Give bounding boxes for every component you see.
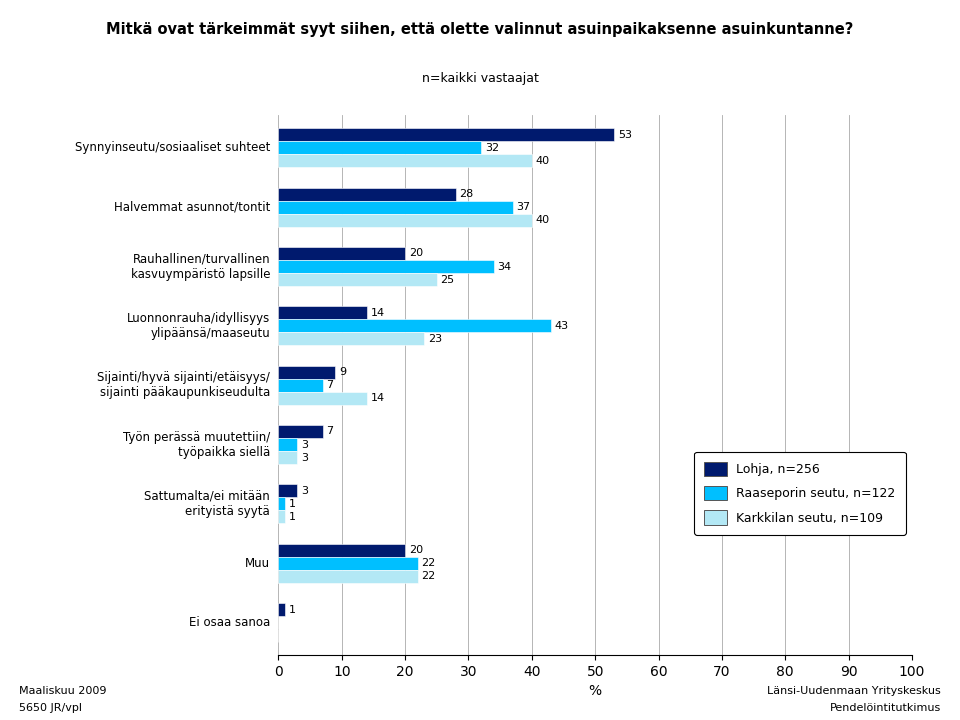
Bar <box>278 141 481 154</box>
Text: 20: 20 <box>409 545 423 555</box>
Bar <box>278 392 367 405</box>
Text: 40: 40 <box>536 215 550 225</box>
X-axis label: %: % <box>588 685 602 698</box>
Bar <box>278 557 418 570</box>
Text: Länsi-Uudenmaan Yrityskeskus: Länsi-Uudenmaan Yrityskeskus <box>767 686 941 696</box>
Text: 1: 1 <box>289 499 296 509</box>
Bar <box>278 188 456 201</box>
Text: 43: 43 <box>555 321 568 331</box>
Legend: Lohja, n=256, Raaseporin seutu, n=122, Karkkilan seutu, n=109: Lohja, n=256, Raaseporin seutu, n=122, K… <box>694 451 905 535</box>
Text: 3: 3 <box>301 453 308 462</box>
Text: 3: 3 <box>301 486 308 496</box>
Bar <box>278 366 335 379</box>
Bar <box>278 510 285 523</box>
Text: 53: 53 <box>618 130 632 140</box>
Bar <box>278 451 298 464</box>
Bar <box>278 214 532 227</box>
Bar <box>278 306 367 320</box>
Bar <box>278 544 405 557</box>
Text: Mitkä ovat tärkeimmät syyt siihen, että olette valinnut asuinpaikaksenne asuinku: Mitkä ovat tärkeimmät syyt siihen, että … <box>107 22 853 37</box>
Text: 20: 20 <box>409 248 423 258</box>
Bar <box>278 260 493 273</box>
Bar <box>278 570 418 582</box>
Text: 7: 7 <box>326 380 334 390</box>
Text: taloustutkimus oy: taloustutkimus oy <box>21 28 249 48</box>
Text: 7: 7 <box>326 426 334 436</box>
Bar <box>278 485 298 498</box>
Text: 22: 22 <box>421 571 436 581</box>
Text: 3: 3 <box>301 439 308 449</box>
Bar <box>278 201 513 214</box>
Text: 14: 14 <box>371 308 385 318</box>
Bar <box>278 247 405 260</box>
Text: 23: 23 <box>428 334 442 344</box>
Text: 25: 25 <box>441 274 455 284</box>
Bar <box>278 498 285 510</box>
Text: 1: 1 <box>289 512 296 522</box>
Text: 9: 9 <box>339 367 347 377</box>
Bar <box>278 425 323 438</box>
Text: 28: 28 <box>460 189 474 199</box>
Text: 22: 22 <box>421 558 436 568</box>
Bar <box>278 603 285 616</box>
Text: 5650 JR/vpl: 5650 JR/vpl <box>19 703 83 713</box>
Text: 40: 40 <box>536 156 550 166</box>
Bar <box>278 128 614 141</box>
Bar <box>278 379 323 392</box>
Text: Pendelöintitutkimus: Pendelöintitutkimus <box>829 703 941 713</box>
Bar <box>278 154 532 168</box>
Text: 32: 32 <box>485 143 499 153</box>
Bar <box>278 333 424 346</box>
Text: Maaliskuu 2009: Maaliskuu 2009 <box>19 686 107 696</box>
Text: 34: 34 <box>497 261 512 271</box>
Bar <box>278 320 551 333</box>
Text: 14: 14 <box>371 393 385 403</box>
Text: 37: 37 <box>516 202 531 212</box>
Bar <box>278 273 437 286</box>
Text: 1: 1 <box>289 605 296 614</box>
Text: n=kaikki vastaajat: n=kaikki vastaajat <box>421 72 539 85</box>
Bar <box>278 438 298 451</box>
